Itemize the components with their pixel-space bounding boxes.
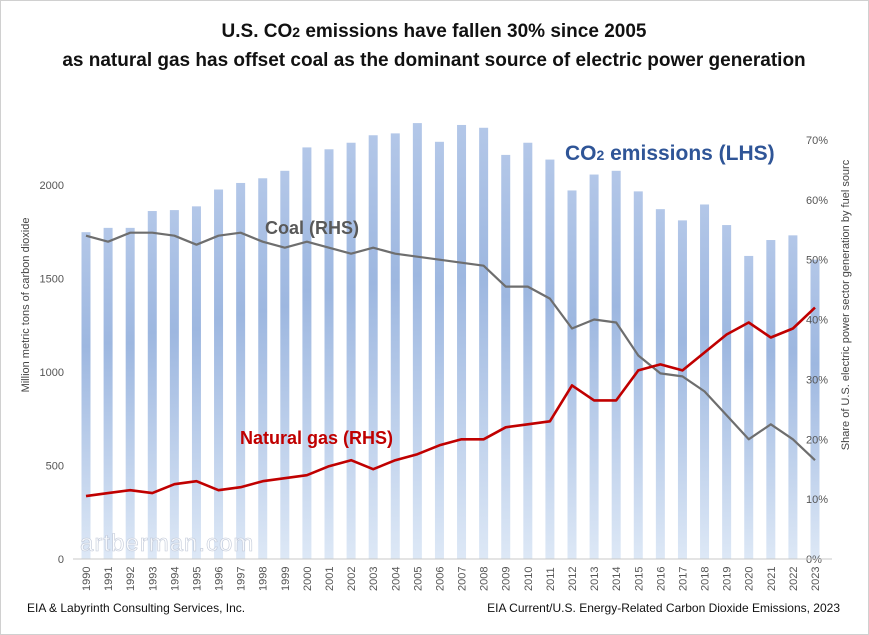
bar-co2-2016 bbox=[655, 209, 665, 559]
bar-co2-2006 bbox=[434, 141, 444, 559]
bar-co2-2021 bbox=[766, 240, 776, 559]
bar-co2-2009 bbox=[501, 154, 511, 559]
x-tick-1995: 1995 bbox=[191, 567, 203, 591]
y-right-tick: 50% bbox=[806, 255, 828, 267]
x-tick-2000: 2000 bbox=[302, 567, 314, 591]
y-right-tick: 30% bbox=[806, 374, 828, 386]
bar-co2-2018 bbox=[700, 204, 710, 559]
bar-co2-2014 bbox=[611, 170, 621, 560]
y-right-tick: 60% bbox=[806, 195, 828, 207]
y-right-tick: 40% bbox=[806, 315, 828, 327]
bar-co2-1994 bbox=[169, 210, 179, 559]
x-tick-2006: 2006 bbox=[434, 567, 446, 591]
x-tick-2013: 2013 bbox=[589, 567, 601, 591]
bar-co2-2003 bbox=[368, 135, 378, 559]
x-tick-1994: 1994 bbox=[169, 567, 181, 591]
y-right-tick: 10% bbox=[806, 494, 828, 506]
x-tick-2003: 2003 bbox=[368, 567, 380, 591]
y-right-tick: 20% bbox=[806, 434, 828, 446]
watermark: artberman.com bbox=[80, 530, 254, 557]
bar-co2-1996 bbox=[214, 189, 224, 559]
x-tick-2001: 2001 bbox=[324, 567, 336, 591]
x-tick-2004: 2004 bbox=[390, 567, 402, 591]
bar-co2-1999 bbox=[280, 170, 290, 560]
x-tick-2019: 2019 bbox=[722, 567, 734, 591]
x-tick-2014: 2014 bbox=[611, 567, 623, 591]
x-tick-2021: 2021 bbox=[766, 567, 778, 591]
x-tick-2011: 2011 bbox=[545, 567, 557, 591]
x-tick-2016: 2016 bbox=[655, 567, 667, 591]
x-tick-2023: 2023 bbox=[810, 567, 822, 591]
footer-left: EIA & Labyrinth Consulting Services, Inc… bbox=[27, 601, 245, 615]
y-left-tick: 2000 bbox=[40, 180, 64, 192]
x-tick-1990: 1990 bbox=[81, 567, 93, 591]
x-tick-2015: 2015 bbox=[633, 567, 645, 591]
bar-co2-2004 bbox=[390, 133, 400, 559]
x-tick-2009: 2009 bbox=[501, 567, 513, 591]
x-tick-1991: 1991 bbox=[103, 567, 115, 591]
bar-co2-1995 bbox=[191, 206, 201, 560]
bar-co2-1997 bbox=[236, 182, 246, 559]
legend-co2-emissions: CO2 emissions (LHS) bbox=[565, 142, 775, 165]
bar-co2-2011 bbox=[545, 159, 555, 559]
x-tick-2018: 2018 bbox=[700, 567, 712, 591]
bar-co2-1991 bbox=[103, 227, 113, 560]
x-tick-1993: 1993 bbox=[147, 567, 159, 591]
x-tick-2010: 2010 bbox=[523, 567, 535, 591]
x-tick-2012: 2012 bbox=[567, 567, 579, 591]
y-right-tick: 70% bbox=[806, 135, 828, 147]
bar-co2-1992 bbox=[125, 227, 135, 560]
x-tick-2022: 2022 bbox=[788, 567, 800, 591]
x-tick-1997: 1997 bbox=[236, 567, 248, 591]
chart-title-line2: as natural gas has offset coal as the do… bbox=[62, 50, 805, 71]
bar-co2-2001 bbox=[324, 149, 334, 559]
bar-co2-2015 bbox=[633, 191, 643, 559]
line-coal bbox=[85, 231, 816, 461]
bar-co2-2008 bbox=[479, 127, 489, 559]
legend-natural-gas: Natural gas (RHS) bbox=[240, 428, 393, 448]
x-tick-2020: 2020 bbox=[744, 567, 756, 591]
bar-co2-2002 bbox=[346, 142, 356, 560]
legend-coal: Coal (RHS) bbox=[265, 218, 359, 238]
bar-co2-2012 bbox=[567, 190, 577, 559]
y-left-tick: 0 bbox=[58, 554, 64, 566]
bar-co2-2020 bbox=[744, 255, 754, 560]
bar-co2-2022 bbox=[788, 235, 798, 560]
x-tick-2017: 2017 bbox=[677, 567, 689, 591]
y-axis-right-label: Share of U.S. electric power sector gene… bbox=[840, 159, 852, 450]
x-tick-1992: 1992 bbox=[125, 567, 137, 591]
bar-co2-2000 bbox=[302, 147, 312, 559]
x-tick-2008: 2008 bbox=[479, 567, 491, 591]
bar-co2-2010 bbox=[523, 142, 533, 560]
bar-co2-2013 bbox=[589, 174, 599, 559]
bar-co2-2019 bbox=[722, 225, 732, 559]
bar-co2-1993 bbox=[147, 211, 157, 559]
x-tick-2002: 2002 bbox=[346, 567, 358, 591]
x-tick-2007: 2007 bbox=[457, 567, 469, 591]
footer-right: EIA Current/U.S. Energy-Related Carbon D… bbox=[487, 601, 840, 615]
bar-co2-2017 bbox=[677, 220, 687, 560]
bar-co2-1990 bbox=[81, 232, 91, 560]
bar-co2-2023 bbox=[810, 259, 820, 559]
x-tick-1999: 1999 bbox=[280, 567, 292, 591]
y-axis-left-label: Million metric tons of carbon dioxide bbox=[20, 218, 32, 393]
x-tick-2005: 2005 bbox=[412, 567, 424, 591]
bar-co2-2007 bbox=[457, 124, 467, 559]
y-left-tick: 1000 bbox=[40, 367, 64, 379]
bar-co2-1998 bbox=[258, 178, 268, 560]
y-left-tick: 1500 bbox=[40, 273, 64, 285]
x-tick-1996: 1996 bbox=[214, 567, 226, 591]
chart-title-line1: U.S. CO2 emissions have fallen 30% since… bbox=[222, 21, 647, 42]
x-tick-1998: 1998 bbox=[258, 567, 270, 591]
line-natural-gas bbox=[85, 306, 816, 498]
bar-co2-2005 bbox=[412, 123, 422, 560]
y-left-tick: 500 bbox=[46, 460, 64, 472]
y-right-tick: 0% bbox=[806, 554, 822, 566]
